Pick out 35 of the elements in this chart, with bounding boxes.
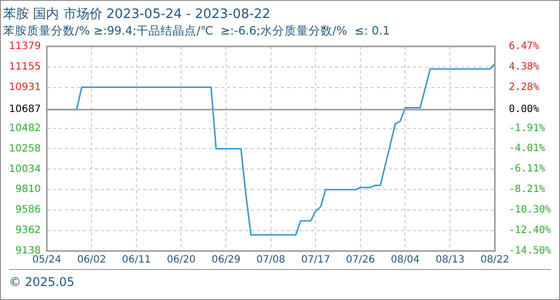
y2-tick-label: -4.01% [508, 143, 545, 154]
chart-subtitle: 苯胺质量分数/% ≥:99.4;干品结晶点/℃ ≥:-6.6;水分质量分数/% ≤: 0.1 [3, 23, 390, 38]
y2-tick-label: -10.30% [508, 204, 552, 216]
y-tick-label: 10034 [9, 164, 41, 175]
x-tick-label: 07/17 [301, 254, 330, 266]
x-tick-label: 06/02 [77, 254, 106, 266]
x-tick-label: 08/13 [436, 254, 464, 266]
x-tick-label: 08/04 [390, 254, 420, 266]
y-tick-label: 9586 [15, 204, 41, 216]
y-tick-label: 10482 [9, 122, 41, 134]
y-tick-label: 9362 [15, 225, 41, 236]
y2-tick-label: -12.40% [508, 225, 552, 236]
y2-tick-label: 6.47% [508, 40, 539, 52]
x-tick-label: 07/26 [346, 254, 375, 266]
y-tick-label: 10258 [9, 143, 41, 154]
y2-tick-label: -1.91% [508, 122, 545, 134]
x-tick-label: 07/08 [256, 254, 286, 266]
y2-tick-label: 2.28% [508, 82, 539, 93]
x-tick-label: 05/24 [32, 254, 62, 266]
y-tick-label: 11379 [9, 40, 41, 52]
x-tick-label: 08/22 [480, 254, 510, 266]
y2-tick-label: -6.11% [508, 164, 545, 175]
y-tick-label: 10931 [9, 82, 41, 93]
y2-tick-label: 4.38% [508, 61, 539, 72]
x-tick-label: 06/11 [122, 254, 151, 266]
y-tick-label: 9810 [15, 184, 41, 196]
x-tick-label: 06/20 [166, 254, 196, 266]
chart-title: 苯胺 国内 市场价 2023-05-24 - 2023-08-22 [3, 7, 270, 22]
text: © 2025.05 [9, 275, 74, 289]
y2-tick-label: -8.21% [508, 184, 545, 196]
x-tick-label: 06/29 [212, 254, 240, 266]
y-tick-label: 10687 [9, 104, 41, 116]
y-tick-label: 11155 [9, 61, 41, 72]
y2-tick-label: -14.50% [508, 246, 552, 257]
y2-tick-label: 0.00% [508, 104, 539, 116]
